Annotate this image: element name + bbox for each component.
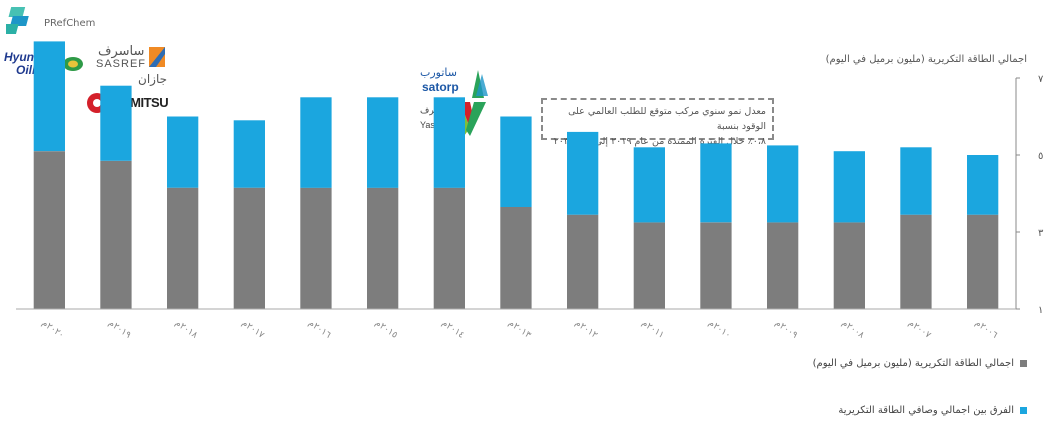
bars-group xyxy=(33,41,999,309)
bar-gross-capacity xyxy=(500,207,532,309)
prefchem-mark-icon xyxy=(1,7,29,34)
sasref-logo: ساسرف SASREF جازان xyxy=(94,44,174,92)
bar-capacity-difference xyxy=(167,116,199,188)
bar-capacity-difference xyxy=(367,97,399,188)
jazan-text: جازان xyxy=(138,72,168,86)
legend-swatch-gray xyxy=(1020,360,1027,367)
yasref-english-text: Yasref xyxy=(420,120,446,130)
bar-gross-capacity xyxy=(367,187,399,309)
cagr-callout: معدل نمو سنوي مركب متوقع للطلب العالمي ع… xyxy=(541,98,774,147)
bar-capacity-difference xyxy=(500,116,532,207)
bar-capacity-difference xyxy=(233,120,265,188)
legend-item-difference: الفرق بين اجمالي وصافي الطاقة التكريرية xyxy=(838,405,1027,416)
callout-line-2: ٠،٨٪ خلال الفترة الممتدة من عام ٢٠١٩ إلى… xyxy=(553,136,766,147)
x-ticks-group: ٢٠٢٠م ٢٠١٩م ٢٠١٨م ٢٠١٧م ٢٠١٦م ٢٠١٥م ٢٠١٤م ٢٠١٣م… xyxy=(40,318,1000,341)
satorp-arabic-text: ساتورب xyxy=(420,66,457,79)
sasref-arabic-text: ساسرف xyxy=(98,44,145,59)
bar-capacity-difference xyxy=(900,147,932,215)
bar-gross-capacity xyxy=(767,222,799,309)
bar-gross-capacity xyxy=(300,187,332,309)
legend-label-gross: اجمالي الطاقة التكريرية (مليون برميل في … xyxy=(812,358,1014,369)
bar-gross-capacity xyxy=(833,222,865,309)
bar-gross-capacity xyxy=(100,160,132,309)
callout-line-1: معدل نمو سنوي مركب متوقع للطلب العالمي ع… xyxy=(568,106,766,132)
satorp-mark-icon xyxy=(472,70,488,98)
idemitsu-text: IDEMITSU xyxy=(110,95,169,110)
yasref-mark-icon xyxy=(450,102,486,136)
x-tick-label: ٢٠١٣م xyxy=(506,318,532,341)
x-tick-label: ٢٠١٥م xyxy=(373,318,399,341)
y-tick-label: ٥ xyxy=(1038,151,1043,162)
x-tick-label: ٢٠١٦م xyxy=(306,318,332,341)
x-tick-label: ٢٠٠٩م xyxy=(773,318,799,341)
hyundai-oilbank-mark-icon xyxy=(63,57,83,71)
oilbank-text: Oilbank xyxy=(16,63,61,77)
sasref-english-text: SASREF xyxy=(96,58,147,70)
x-tick-label: ٢٠١٨م xyxy=(173,318,199,341)
bar-capacity-difference xyxy=(833,151,865,223)
bar-capacity-difference xyxy=(633,147,665,223)
hyundai-text: Hyundai xyxy=(4,50,52,64)
x-tick-label: ٢٠١٠م xyxy=(706,318,732,340)
sasref-mark-icon xyxy=(149,47,165,67)
bar-gross-capacity xyxy=(233,187,265,309)
idemitsu-logo: IDEMITSU xyxy=(86,92,182,118)
x-tick-label: ٢٠٢٠م xyxy=(40,318,66,340)
x-tick-label: ٢٠١٢م xyxy=(573,318,599,341)
bar-gross-capacity xyxy=(33,151,65,309)
bar-gross-capacity xyxy=(567,214,599,309)
brand-name: PRefChem xyxy=(44,18,96,29)
bar-gross-capacity xyxy=(967,214,999,309)
y-tick-label: ١ xyxy=(1038,305,1043,316)
bar-gross-capacity xyxy=(700,222,732,309)
idemitsu-mark-icon xyxy=(87,93,107,113)
hyundai-oilbank-logo: Hyundai Oilbank xyxy=(4,50,94,82)
x-tick-label: ٢٠٠٦م xyxy=(973,318,999,341)
legend-item-gross: اجمالي الطاقة التكريرية (مليون برميل في … xyxy=(813,358,1027,369)
x-tick-label: ٢٠١٤م xyxy=(440,318,466,341)
satorp-logo: ساتورب satorp xyxy=(418,66,490,100)
y-tick-label: ٣ xyxy=(1038,228,1044,239)
x-tick-label: ٢٠٠٧م xyxy=(906,318,932,341)
legend-label-difference: الفرق بين اجمالي وصافي الطاقة التكريرية xyxy=(838,405,1014,416)
bar-gross-capacity xyxy=(433,187,465,309)
y-tick-label: ٧ xyxy=(1038,74,1044,85)
bar-gross-capacity xyxy=(633,222,665,309)
x-tick-label: ٢٠١١م xyxy=(640,318,666,340)
satorp-english-text: satorp xyxy=(422,80,459,94)
yasref-arabic-text: ياسرف xyxy=(420,106,448,116)
bar-gross-capacity xyxy=(167,187,199,309)
bar-capacity-difference xyxy=(967,155,999,215)
x-tick-label: ٢٠٠٨م xyxy=(840,318,866,341)
yasref-logo: ياسرف Yasref xyxy=(420,100,492,138)
bar-capacity-difference xyxy=(767,145,799,223)
prefchem-logo: PRefChem xyxy=(1,4,116,38)
y-axis-title: اجمالي الطاقة التكريرية (مليون برميل في … xyxy=(825,54,1027,65)
legend-swatch-blue xyxy=(1020,407,1027,414)
bar-capacity-difference xyxy=(300,97,332,188)
x-tick-label: ٢٠١٧م xyxy=(240,318,266,341)
y-ticks-group: ١ ٣ ٥ ٧ xyxy=(1016,74,1044,316)
x-tick-label: ٢٠١٩م xyxy=(106,318,132,341)
bar-gross-capacity xyxy=(900,214,932,309)
bar-capacity-difference xyxy=(700,143,732,223)
